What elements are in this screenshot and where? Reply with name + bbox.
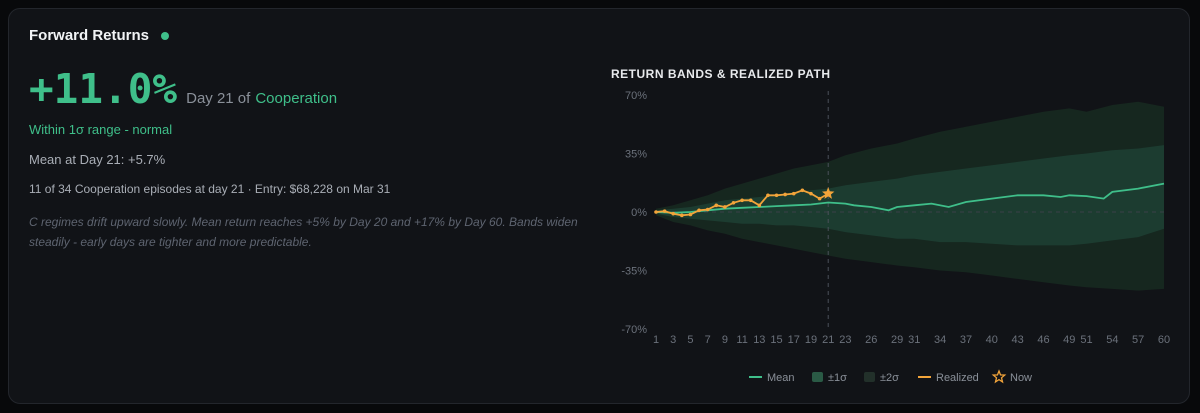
x-tick-label: 5 [687, 334, 693, 346]
x-tick-label: 13 [753, 334, 765, 346]
legend-now-label: Now [1010, 372, 1032, 384]
realized-point [809, 191, 813, 196]
x-tick-label: 19 [805, 334, 817, 346]
grid-layer [656, 91, 1164, 331]
x-tick-label: 7 [705, 334, 711, 346]
realized-point [671, 211, 676, 216]
x-tick-label: 29 [891, 334, 903, 346]
x-tick-label: 46 [1037, 334, 1049, 346]
legend-realized-label: Realized [936, 372, 979, 384]
mean-line [655, 182, 1165, 214]
y-tick-label: -70% [621, 324, 647, 336]
card-title: Forward Returns [29, 27, 150, 44]
realized-point [680, 213, 684, 218]
legend-now-icon [991, 369, 1007, 384]
realized-point [697, 208, 701, 213]
y-tick-label: 35% [625, 149, 647, 161]
chart-title: RETURN BANDS & REALIZED PATH [611, 67, 831, 81]
card-header: Forward Returns [29, 27, 170, 44]
return-bands-chart: 70%35%0%-35%-70%1 3 5 7 9 11 13 15 17 19 21 23 26 29 3… [621, 90, 1170, 384]
band-1sigma [656, 145, 1164, 246]
episodes-info: 11 of 34 Cooperation episodes at day 21 … [29, 182, 391, 196]
x-tick-label: 54 [1106, 334, 1118, 346]
y-tick-label: -35% [621, 266, 647, 278]
realized-point [654, 210, 658, 214]
realized-point [748, 198, 753, 203]
now-star [822, 187, 835, 199]
regime-note: C regimes drift upward slowly. Mean retu… [29, 215, 578, 249]
x-tick-label: 3 [670, 334, 676, 346]
lines-layer [654, 182, 1165, 218]
x-tick-label: 31 [908, 334, 920, 346]
x-tick-label: 51 [1080, 334, 1092, 346]
x-tick-label: 9 [722, 334, 728, 346]
x-tick-label: 21 [822, 334, 834, 346]
regime-name: Cooperation [255, 90, 338, 107]
x-tick-label: 1 [653, 334, 659, 346]
x-tick-label: 57 [1132, 334, 1144, 346]
legend-1sigma-swatch [812, 372, 823, 382]
x-tick-label: 49 [1063, 334, 1075, 346]
x-tick-label: 23 [839, 334, 851, 346]
x-tick-label: 34 [934, 334, 946, 346]
legend-2sigma-label: ±2σ [880, 372, 899, 384]
realized-point [662, 209, 667, 213]
current-return-row: +11.0% Day 21 of Cooperation [29, 65, 337, 113]
realized-point [766, 193, 770, 198]
x-tick-label: 40 [986, 334, 998, 346]
y-tick-label: 0% [631, 207, 647, 219]
realized-point [783, 192, 787, 197]
y-tick-label: 70% [625, 90, 647, 102]
x-tick-label: 26 [865, 334, 877, 346]
forward-returns-card: Forward Returns +11.0% Day 21 of Coopera… [8, 8, 1190, 404]
x-tick-label: 17 [788, 334, 800, 346]
range-status: Within 1σ range - normal [29, 122, 173, 137]
legend-mean-label: Mean [767, 372, 795, 384]
chart-legend: Mean ±1σ ±2σ Realized Now [749, 369, 1032, 384]
realized-point [757, 203, 762, 208]
mean-at-day: Mean at Day 21: +5.7% [29, 152, 166, 167]
current-return-value: +11.0% [29, 65, 178, 113]
realized-point [714, 203, 719, 208]
day-label: Day 21 of [186, 90, 251, 107]
realized-point [723, 205, 727, 209]
axis-labels-layer: 70%35%0%-35%-70%1 3 5 7 9 11 13 15 17 19 21 23 26 29 3… [621, 90, 1170, 346]
realized-point [688, 212, 693, 217]
legend-1sigma-label: ±1σ [828, 372, 847, 384]
status-dot [161, 31, 170, 40]
bands-layer [656, 101, 1164, 291]
x-tick-label: 11 [736, 334, 747, 346]
x-tick-label: 43 [1012, 334, 1024, 346]
realized-point [740, 198, 744, 203]
realized-point [817, 196, 822, 201]
realized-point [774, 193, 779, 198]
realized-point [791, 191, 796, 196]
realized-point [705, 207, 710, 212]
x-tick-label: 60 [1158, 334, 1170, 346]
legend-2sigma-swatch [864, 372, 875, 382]
realized-point [731, 201, 736, 205]
realized-point [800, 188, 805, 193]
x-tick-label: 37 [960, 334, 972, 346]
x-tick-label: 15 [770, 334, 782, 346]
